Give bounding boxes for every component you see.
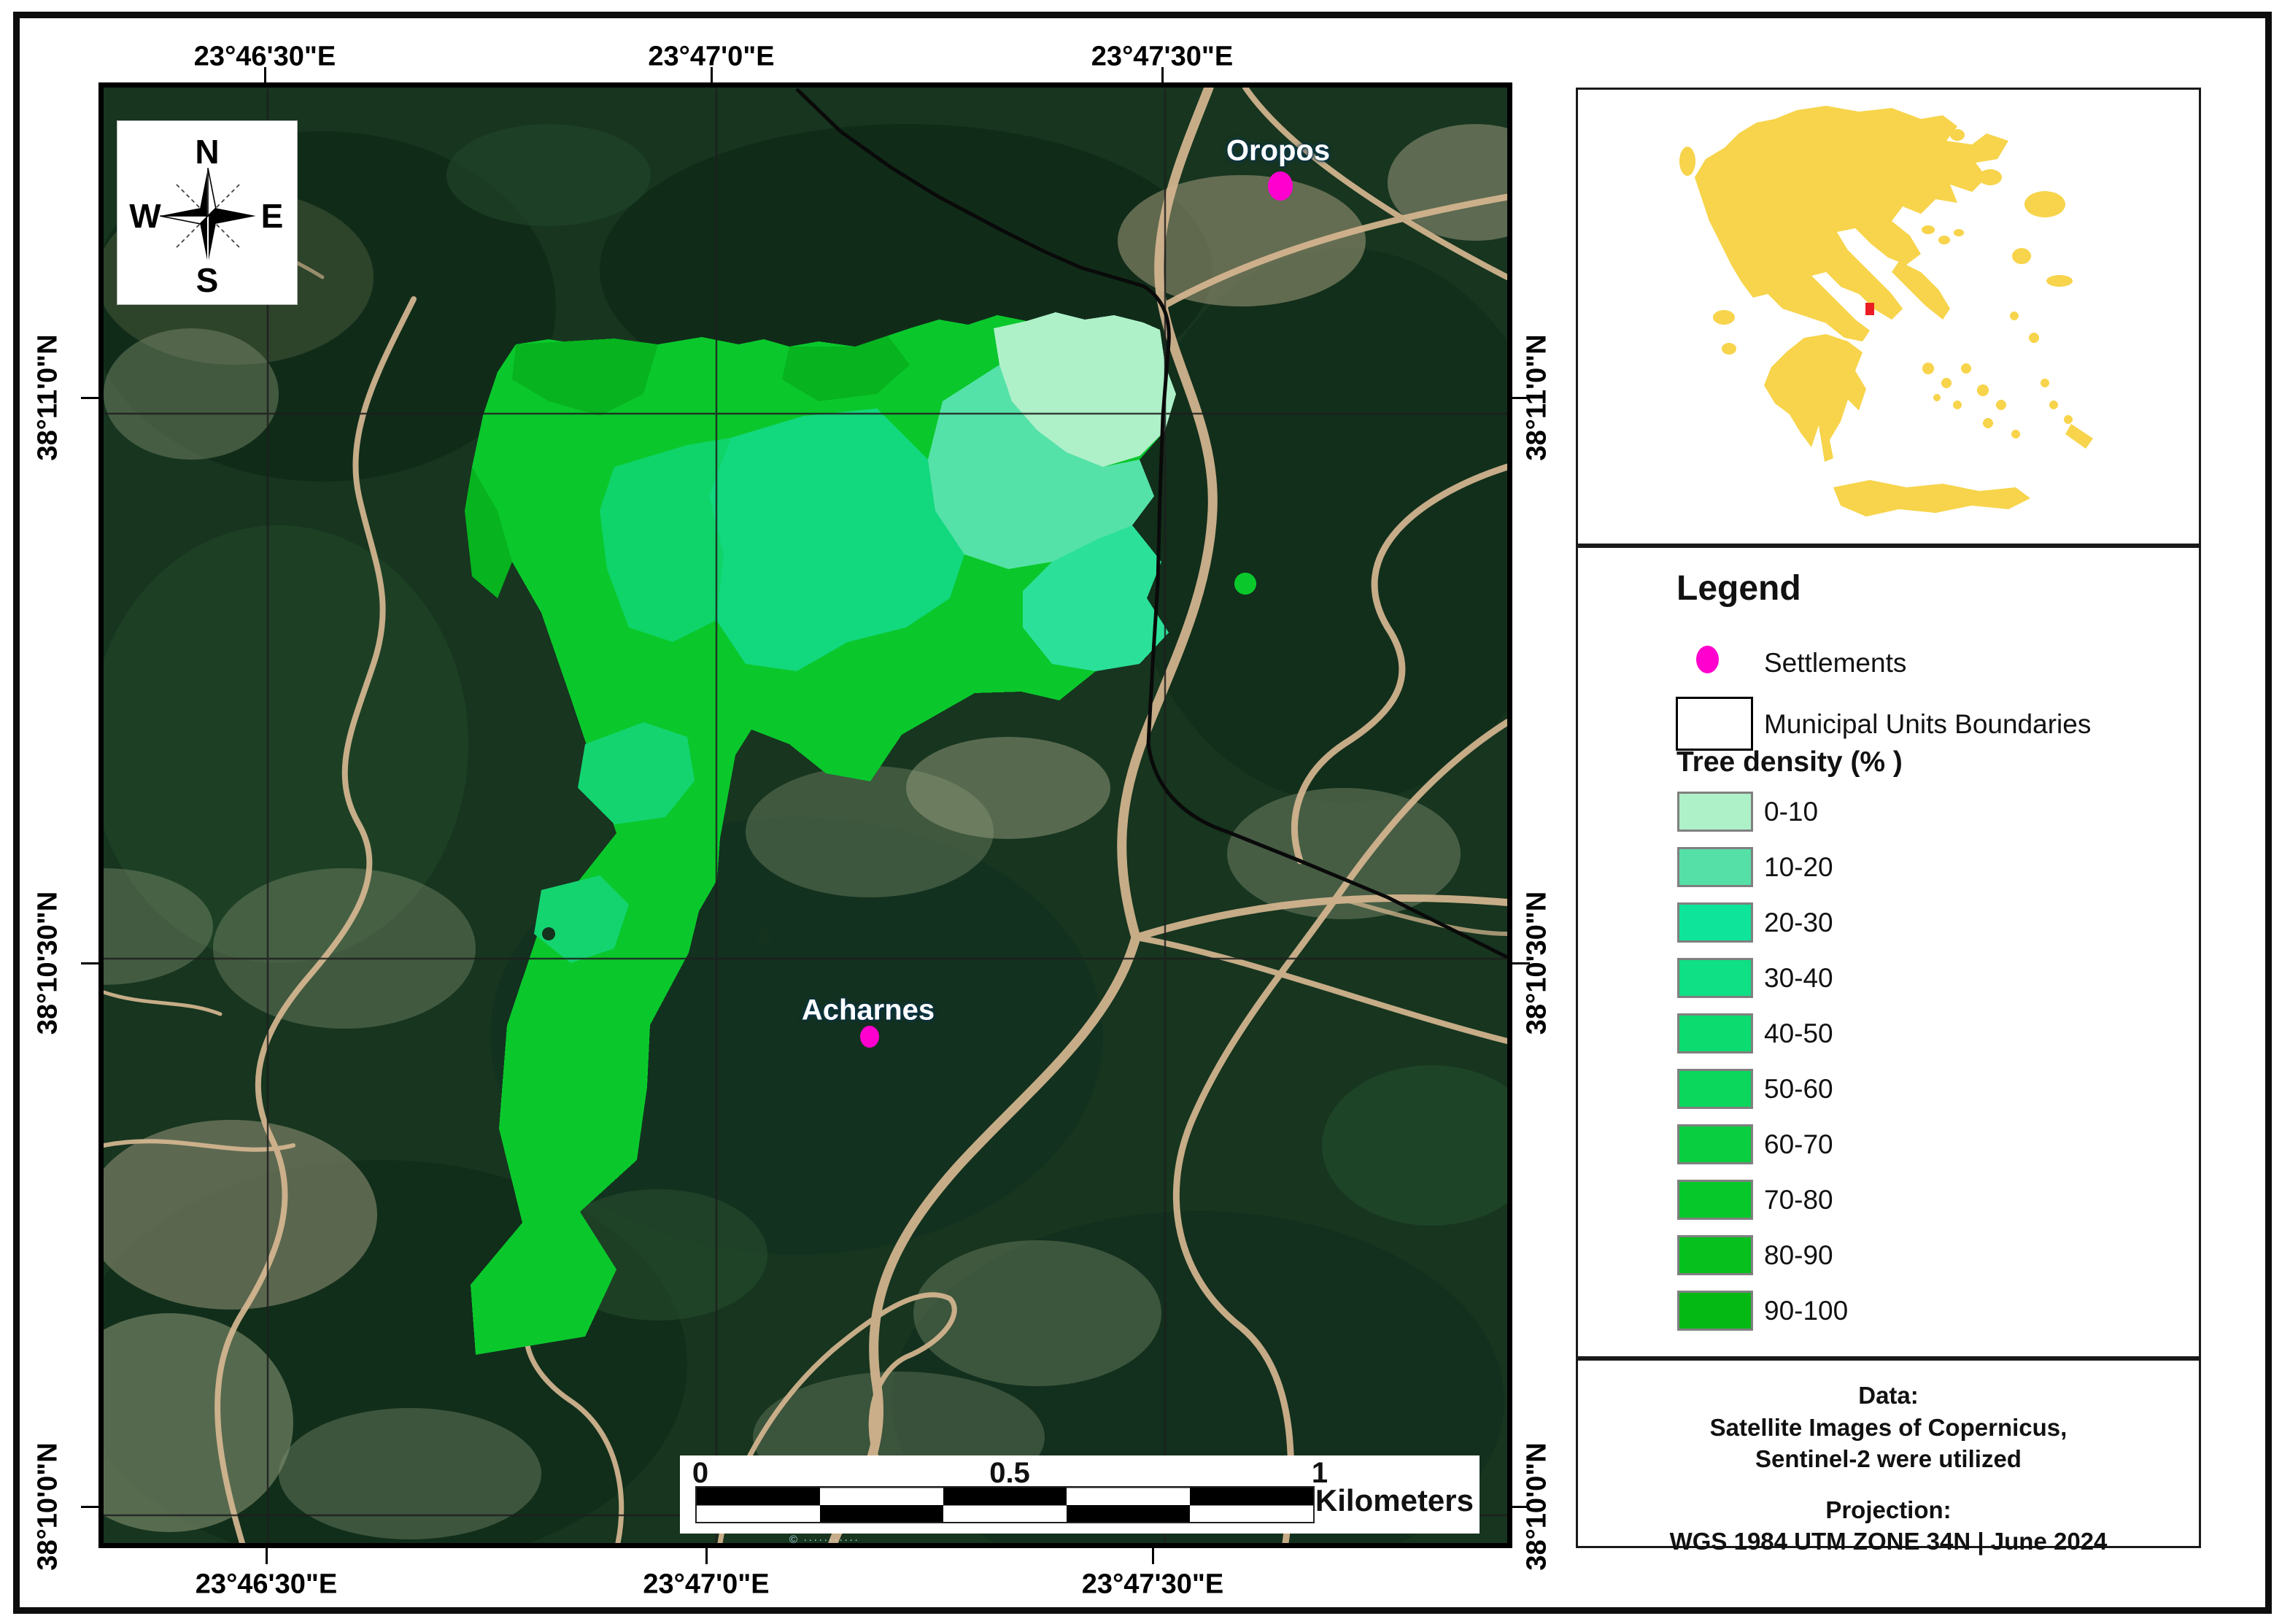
coord-left-0: 38°11'0"N — [32, 334, 63, 461]
tick-bottom-2 — [1152, 1548, 1154, 1564]
density-swatch-60-70 — [1677, 1124, 1753, 1164]
municipal-boundary-line — [795, 88, 1507, 959]
settlement-marker-acharnes[interactable] — [860, 1026, 879, 1048]
settlement-marker-oropos[interactable] — [1268, 171, 1293, 201]
projection-heading: Projection: — [1825, 1496, 1952, 1523]
density-swatch-90-100 — [1677, 1291, 1753, 1331]
legend-class-row: 50-60 — [1578, 1069, 2199, 1113]
scale-tick-0: 0 — [692, 1457, 709, 1489]
density-swatch-20-30 — [1677, 902, 1753, 943]
coord-top-2: 23°47'30"E — [1091, 41, 1234, 72]
legend-panel: Legend Settlements Municipal Units Bound… — [1576, 546, 2201, 1358]
municipal-boundary-icon — [1676, 697, 1753, 751]
scale-bar-unit: Kilometers — [1315, 1483, 1474, 1517]
legend-class-row: 80-90 — [1578, 1235, 2199, 1279]
compass-rose: N S W E — [117, 120, 298, 305]
density-swatch-0-10 — [1677, 792, 1753, 832]
data-heading: Data: — [1858, 1382, 1919, 1409]
density-label: 90-100 — [1764, 1296, 1849, 1326]
settlement-label-acharnes: Acharnes — [801, 994, 935, 1026]
legend-item-settlements: Settlements — [1578, 641, 2199, 685]
density-swatch-40-50 — [1677, 1013, 1753, 1053]
density-swatch-70-80 — [1677, 1180, 1753, 1220]
density-label: 0-10 — [1764, 797, 1819, 827]
coord-bottom-1: 23°47'0"E — [643, 1569, 770, 1600]
greece-inset-map[interactable] — [1576, 88, 2201, 546]
density-label: 30-40 — [1764, 963, 1833, 993]
compass-east-label: E — [260, 197, 284, 235]
tick-left-1 — [81, 962, 98, 964]
legend-class-row: 10-20 — [1578, 847, 2199, 891]
scale-bar: 0 0.5 1 Kilometers — [680, 1455, 1480, 1534]
legend-class-row: 0-10 — [1578, 792, 2199, 835]
tree-density-overlay — [465, 312, 1256, 1355]
tick-left-2 — [81, 1506, 98, 1508]
density-swatch-50-60 — [1677, 1069, 1753, 1109]
coord-left-1: 38°10'30"N — [32, 891, 63, 1035]
legend-class-row: 40-50 — [1578, 1013, 2199, 1057]
compass-north-label: N — [195, 133, 220, 171]
coord-bottom-0: 23°46'30"E — [195, 1569, 338, 1600]
legend-class-row: 30-40 — [1578, 958, 2199, 1002]
compass-star-icon — [160, 168, 256, 264]
density-label: 70-80 — [1764, 1185, 1833, 1215]
density-label: 40-50 — [1764, 1018, 1833, 1048]
tick-bottom-1 — [705, 1548, 708, 1564]
tick-top-2 — [1161, 67, 1164, 83]
density-label: 20-30 — [1764, 908, 1833, 937]
study-area-marker — [1865, 303, 1874, 315]
density-label: 60-70 — [1764, 1129, 1833, 1159]
legend-item-municipal: Municipal Units Boundaries — [1578, 697, 2199, 751]
tick-left-0 — [81, 397, 98, 399]
compass-west-label: W — [129, 197, 161, 235]
data-source-line2: Sentinel-2 were utilized — [1755, 1445, 2022, 1473]
density-swatch-30-40 — [1677, 958, 1753, 998]
tick-bottom-0 — [266, 1548, 268, 1564]
density-label: 50-60 — [1764, 1074, 1833, 1104]
coord-top-0: 23°46'30"E — [193, 41, 336, 72]
legend-class-row: 20-30 — [1578, 902, 2199, 946]
legend-class-row: 70-80 — [1578, 1180, 2199, 1223]
scale-tick-0-5: 0.5 — [989, 1457, 1030, 1489]
tick-top-1 — [711, 67, 713, 83]
tick-right-2 — [1512, 1506, 1530, 1508]
tree-density-header: Tree density (% ) — [1676, 746, 1903, 778]
tick-top-0 — [264, 67, 266, 83]
greece-silhouette — [1679, 106, 2093, 517]
settlement-dot-icon — [1696, 646, 1719, 673]
density-label: 10-20 — [1764, 852, 1833, 882]
data-source-panel: Data: Satellite Images of Copernicus, Se… — [1576, 1358, 2201, 1555]
legend-title: Legend — [1676, 569, 1801, 608]
settlement-label-oropos: Oropos — [1226, 134, 1331, 167]
satellite-map-canvas[interactable] — [104, 88, 1507, 1543]
page-border — [13, 12, 2272, 1614]
coord-top-1: 23°47'0"E — [648, 41, 775, 72]
coord-left-2: 38°10'0"N — [32, 1442, 63, 1571]
compass-south-label: S — [196, 261, 219, 299]
basemap-attribution: © ··········· — [789, 1534, 860, 1546]
coord-bottom-2: 23°47'30"E — [1081, 1569, 1224, 1600]
scale-tick-1: 1 — [1311, 1457, 1328, 1489]
density-swatch-10-20 — [1677, 847, 1753, 887]
scale-bar-checker — [695, 1486, 1315, 1523]
data-source-line1: Satellite Images of Copernicus, — [1709, 1413, 2068, 1441]
density-label: 80-90 — [1764, 1240, 1833, 1270]
legend-settlements-label: Settlements — [1764, 648, 1907, 678]
main-map[interactable]: Oropos Acharnes 0 0.5 1 Kilometers © ···… — [98, 82, 1512, 1548]
density-swatch-80-90 — [1677, 1235, 1753, 1275]
legend-class-row: 60-70 — [1578, 1124, 2199, 1168]
projection-line: WGS 1984 UTM ZONE 34N | June 2024 — [1669, 1528, 2108, 1555]
tick-right-1 — [1512, 962, 1530, 964]
legend-municipal-label: Municipal Units Boundaries — [1764, 709, 2092, 739]
tick-right-0 — [1512, 397, 1530, 399]
legend-class-row: 90-100 — [1578, 1291, 2199, 1334]
